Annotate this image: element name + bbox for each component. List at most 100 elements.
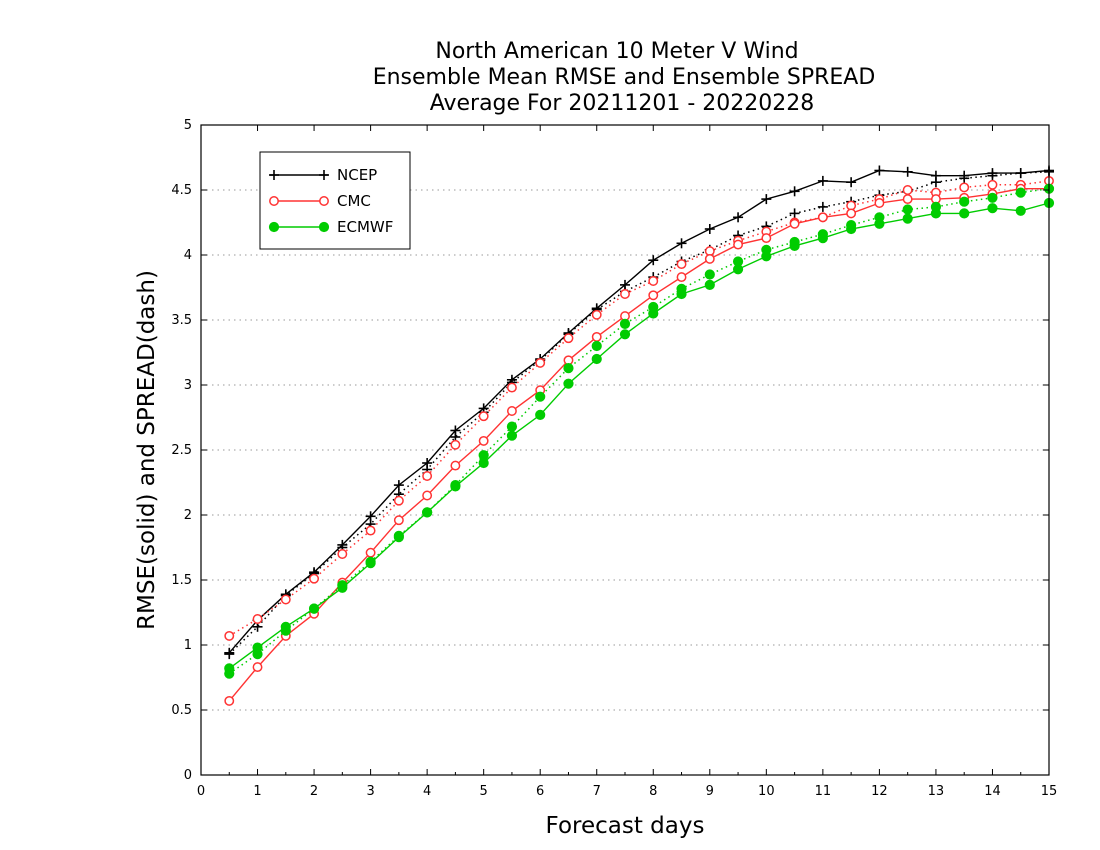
cmc-rmse-point — [648, 290, 659, 301]
ecmwf-rmse-point — [761, 251, 772, 262]
cmc-spread-point — [676, 259, 687, 270]
ncep-rmse-point — [704, 224, 715, 234]
ncep-rmse-point — [817, 175, 828, 186]
ecmwf-rmse-point — [365, 558, 376, 569]
title-line-2: Ensemble Mean RMSE and Ensemble SPREAD — [373, 65, 876, 90]
cmc-spread-point — [280, 594, 291, 605]
ecmwf-rmse-point — [450, 481, 461, 492]
ncep-rmse-point — [733, 212, 744, 223]
ncep-rmse-point — [620, 279, 630, 290]
cmc-rmse-point — [224, 695, 235, 706]
ecmwf-rmse-point — [789, 240, 800, 251]
cmc-spread-point — [591, 309, 602, 320]
legend-item-ncep: NCEP — [269, 166, 377, 184]
cmc-spread-point — [506, 382, 517, 393]
ncep-rmse-point — [224, 647, 235, 658]
cmc-rmse-point — [450, 460, 461, 471]
cmc-spread-point — [422, 471, 433, 481]
cmc-spread-point — [224, 630, 235, 641]
cmc-spread-line — [228, 180, 1050, 637]
cmc-rmse-line — [228, 187, 1049, 702]
ecmwf-spread-line — [228, 187, 1050, 675]
ncep-spread-point — [789, 208, 800, 219]
ecmwf-rmse-point — [987, 203, 998, 214]
cmc-rmse-point — [817, 212, 828, 223]
cmc-spread-point — [563, 333, 574, 344]
cmc-rmse-point — [506, 406, 517, 416]
ncep-rmse-point — [846, 177, 857, 188]
ecmwf-rmse-point — [591, 353, 602, 365]
y-tick-label: 4.5 — [171, 183, 192, 198]
ecmwf-rmse-point — [563, 378, 574, 389]
cmc-rmse-point — [874, 198, 885, 208]
cmc-rmse-point — [733, 239, 744, 250]
legend-marker — [319, 196, 329, 206]
y-tick-labels: 0 0.5 1 1.5 2 2.5 3 3.5 4 4.5 5 — [171, 118, 192, 783]
ecmwf-spread-point — [591, 340, 602, 352]
cmc-rmse-point — [704, 253, 715, 264]
y-tick-label: 5 — [184, 118, 192, 133]
cmc-spread-point — [535, 357, 546, 368]
ecmwf-rmse-point — [619, 329, 631, 340]
y-tick-label: 3 — [184, 378, 192, 393]
ecmwf-spread-point — [902, 204, 913, 215]
cmc-spread-point — [337, 549, 348, 559]
series-cmc — [224, 175, 1054, 706]
ecmwf-rmse-point — [535, 409, 546, 420]
series-layer — [224, 165, 1055, 706]
ecmwf-rmse-point — [422, 507, 433, 518]
cmc-rmse-point — [393, 515, 404, 526]
y-tick-label: 2 — [184, 508, 192, 523]
ecmwf-rmse-point — [902, 213, 913, 224]
x-tick-label: 4 — [423, 784, 431, 799]
cmc-rmse-point — [591, 331, 602, 342]
legend-label-ncep: NCEP — [337, 166, 377, 184]
cmc-spread-point — [648, 276, 659, 286]
cmc-spread-point — [450, 439, 461, 450]
ecmwf-rmse-point — [817, 233, 828, 244]
legend-label-cmc: CMC — [337, 192, 371, 210]
ecmwf-rmse-point — [676, 288, 687, 300]
ecmwf-rmse-point — [1015, 205, 1026, 216]
ncep-rmse-point — [874, 165, 885, 176]
axis-ticks — [200, 124, 1050, 776]
cmc-rmse-point — [846, 208, 857, 219]
cmc-spread-point — [365, 525, 376, 536]
ecmwf-rmse-point — [280, 621, 291, 632]
ncep-rmse-point — [987, 168, 998, 179]
y-tick-label: 3.5 — [171, 313, 192, 328]
cmc-spread-point — [620, 289, 630, 299]
y-tick-label: 4 — [184, 248, 192, 263]
y-tick-label: 2.5 — [171, 443, 192, 458]
ncep-rmse-point — [676, 238, 687, 249]
ecmwf-spread-point — [619, 318, 631, 329]
y-axis-label: RMSE(solid) and SPREAD(dash) — [134, 270, 160, 630]
ecmwf-spread-point — [987, 192, 998, 203]
cmc-rmse-point — [478, 435, 489, 446]
series-ecmwf — [224, 183, 1055, 679]
cmc-rmse-point — [761, 233, 772, 244]
ecmwf-rmse-point — [732, 264, 744, 275]
cmc-rmse-point — [422, 490, 433, 501]
y-tick-label: 0.5 — [171, 703, 192, 718]
ecmwf-spread-point — [1015, 187, 1026, 198]
y-tick-label: 1.5 — [171, 573, 192, 588]
x-tick-label: 1 — [253, 784, 261, 799]
x-tick-label: 13 — [928, 784, 945, 799]
x-tick-label: 9 — [706, 784, 714, 799]
x-tick-label: 5 — [480, 784, 488, 799]
cmc-rmse-point — [365, 547, 376, 558]
ecmwf-rmse-point — [704, 279, 715, 290]
x-tick-label: 11 — [815, 784, 832, 799]
ncep-rmse-point — [789, 186, 800, 197]
x-tick-labels: 0 1 2 3 4 5 6 7 8 9 10 11 12 13 14 15 — [197, 784, 1057, 799]
ecmwf-spread-point — [563, 363, 574, 374]
ecmwf-rmse-point — [337, 582, 348, 593]
legend-marker — [269, 196, 279, 206]
ncep-rmse-point — [450, 425, 461, 436]
x-axis-label: Forecast days — [546, 813, 705, 839]
ncep-rmse-point — [761, 194, 772, 205]
cmc-spread-point — [393, 495, 404, 506]
legend-marker — [269, 170, 279, 180]
cmc-spread-point — [959, 182, 970, 193]
